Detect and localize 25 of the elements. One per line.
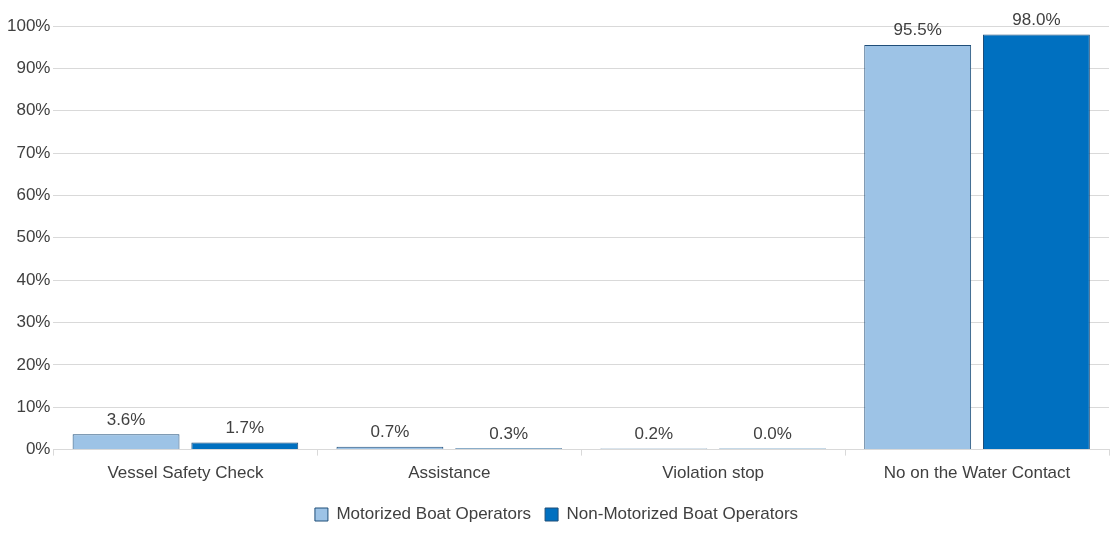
legend-label: Motorized Boat Operators	[336, 504, 532, 524]
y-tick-label: 30%	[16, 312, 51, 332]
y-tick-label: 100%	[7, 15, 51, 35]
data-label: 95.5%	[893, 20, 942, 40]
x-tick-label: No on the Water Contact	[883, 463, 1071, 483]
data-label: 3.6%	[106, 409, 146, 429]
y-tick-label: 80%	[16, 100, 51, 120]
y-tick-label: 20%	[16, 354, 51, 374]
data-label: 1.7%	[225, 417, 265, 437]
y-tick-label: 0%	[25, 439, 51, 459]
x-tick-label: Assistance	[408, 463, 491, 483]
data-label: 0.0%	[753, 423, 792, 443]
y-tick-label: 60%	[16, 185, 51, 205]
x-tick-label: Vessel Safety Check	[107, 463, 264, 483]
x-tick-label: Violation stop	[662, 463, 765, 483]
data-label: 98.0%	[1012, 9, 1061, 29]
data-label: 0.7%	[370, 421, 410, 441]
y-tick-label: 70%	[16, 142, 51, 162]
y-tick-label: 40%	[16, 269, 51, 289]
legend-label: Non-Motorized Boat Operators	[566, 504, 799, 524]
y-tick-label: 10%	[16, 396, 51, 416]
data-label: 0.3%	[489, 423, 529, 443]
y-tick-label: 50%	[16, 227, 51, 247]
data-label: 0.2%	[634, 423, 674, 443]
y-tick-label: 90%	[16, 58, 51, 78]
